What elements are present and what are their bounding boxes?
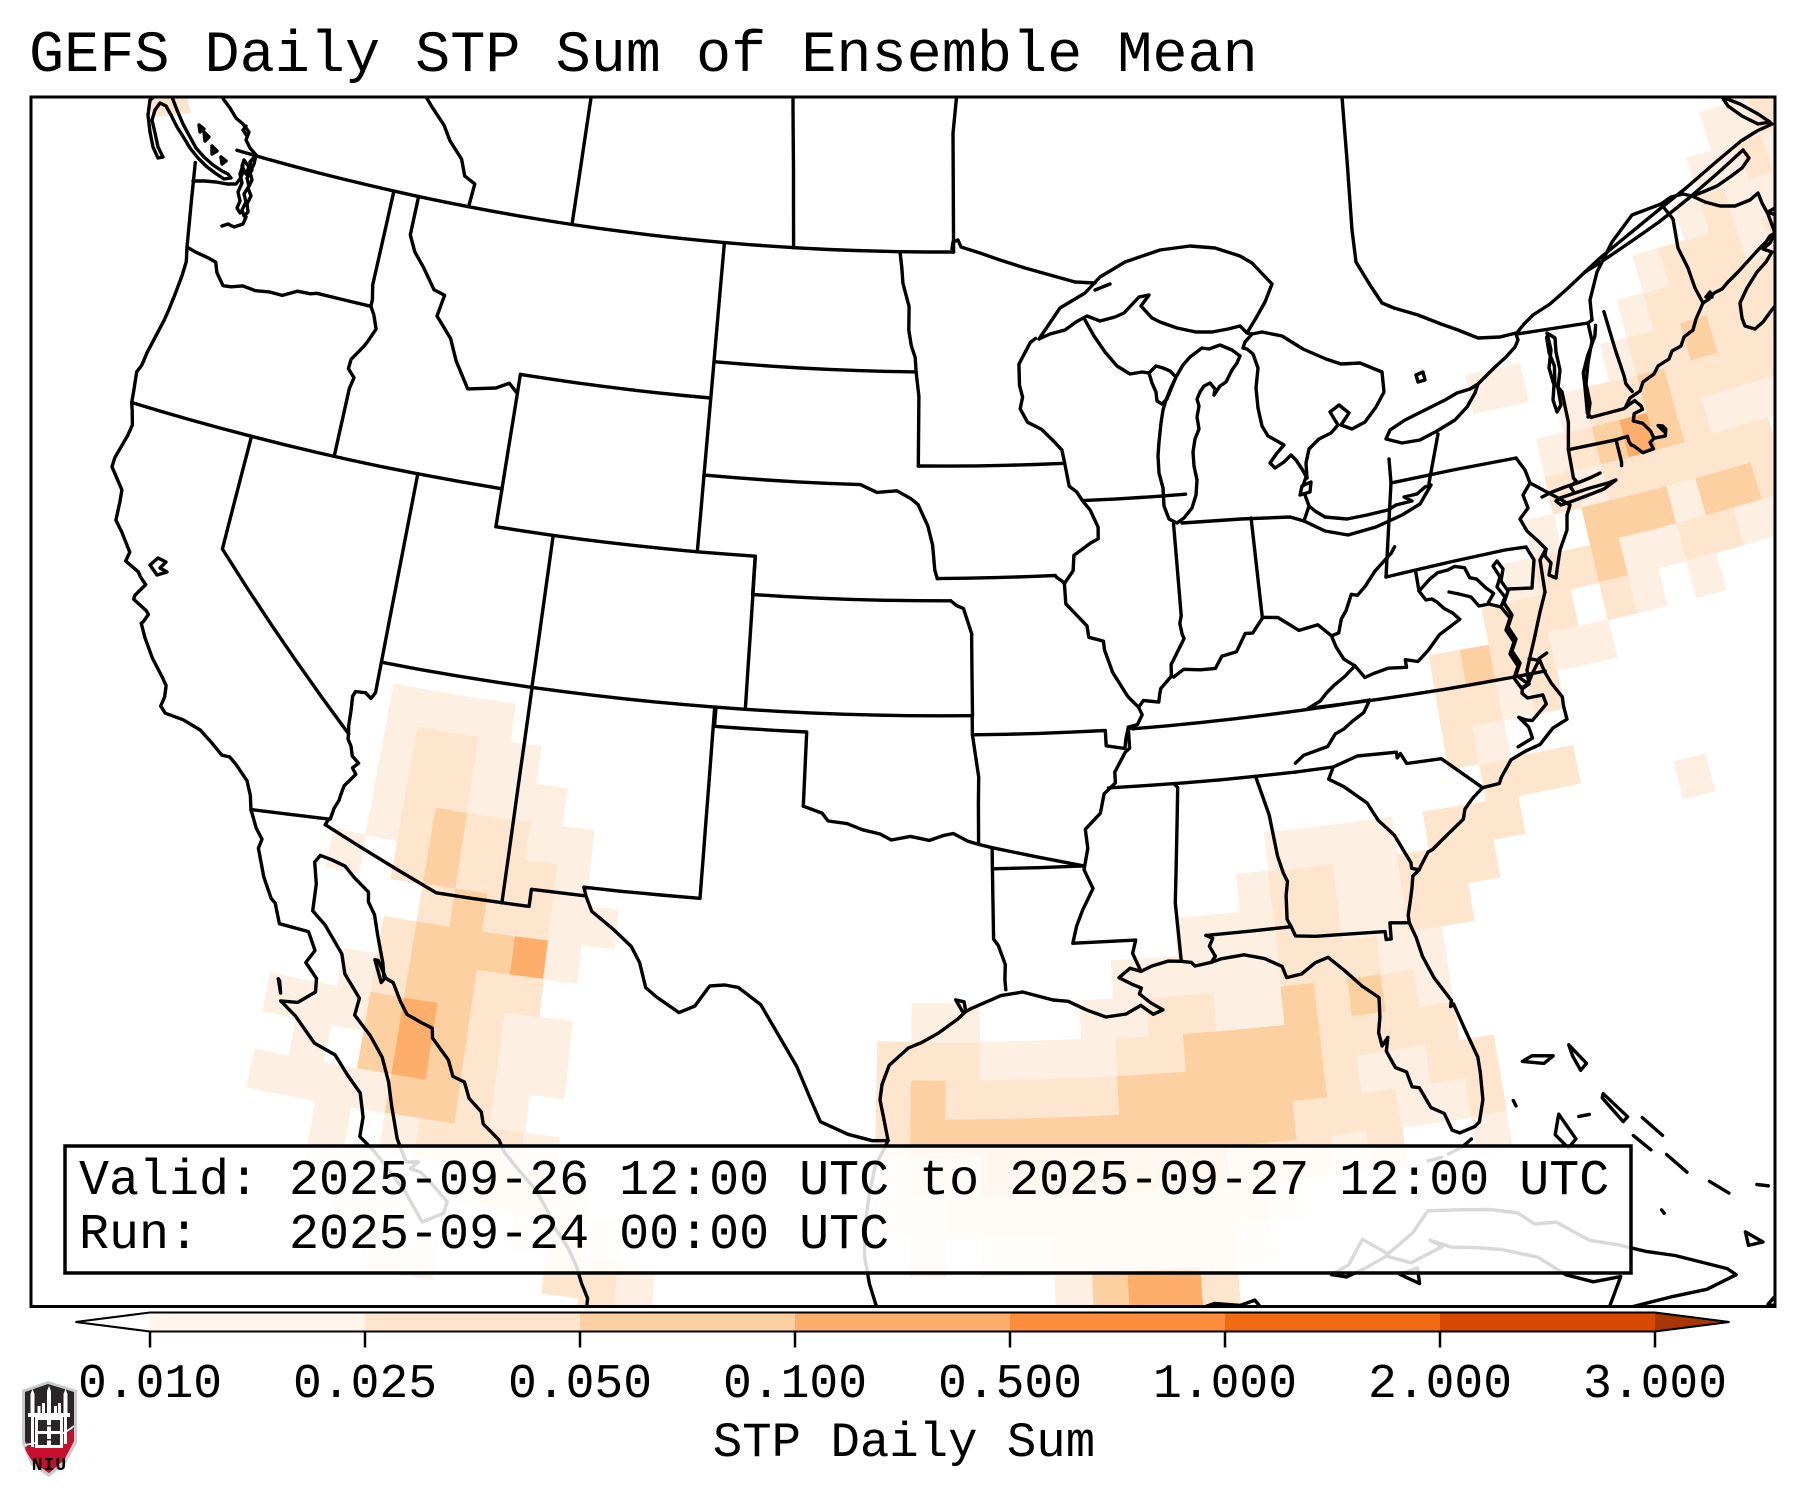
svg-text:0.010: 0.010: [78, 1358, 222, 1412]
svg-text:0.100: 0.100: [723, 1358, 867, 1412]
svg-text:1.000: 1.000: [1153, 1358, 1297, 1412]
svg-text:0.050: 0.050: [508, 1358, 652, 1412]
svg-text:Run: 2025-09-24 00:00 UTC: Run: 2025-09-24 00:00 UTC: [79, 1207, 889, 1264]
svg-text:2.000: 2.000: [1368, 1358, 1512, 1412]
svg-text:0.025: 0.025: [293, 1358, 437, 1412]
svg-text:GEFS Daily STP Sum of Ensemble: GEFS Daily STP Sum of Ensemble Mean: [29, 22, 1258, 89]
svg-text:0.500: 0.500: [938, 1358, 1082, 1412]
svg-text:NIU: NIU: [32, 1456, 67, 1476]
svg-text:Valid: 2025-09-26 12:00 UTC to: Valid: 2025-09-26 12:00 UTC to 2025-09-2…: [79, 1153, 1609, 1210]
svg-text:STP Daily Sum: STP Daily Sum: [713, 1415, 1095, 1471]
svg-text:3.000: 3.000: [1583, 1358, 1727, 1412]
